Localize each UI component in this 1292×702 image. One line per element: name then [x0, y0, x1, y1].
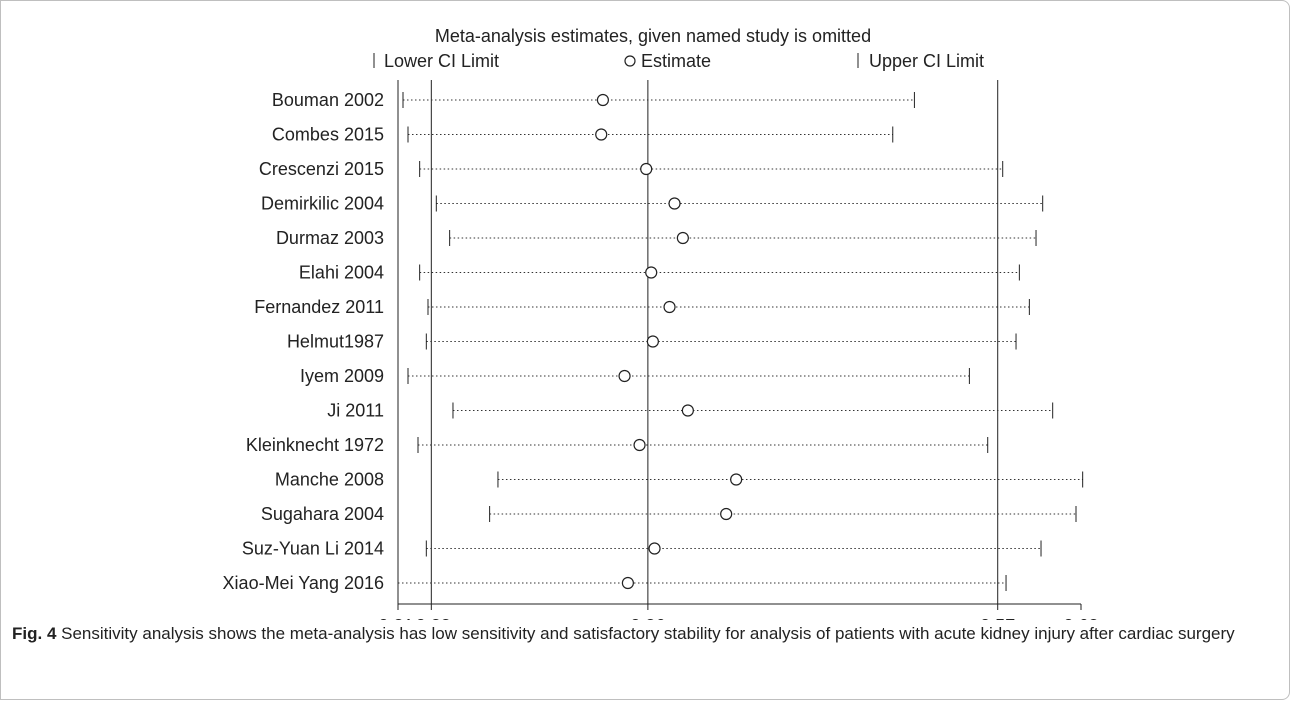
study-label: Elahi 2004	[299, 263, 384, 283]
caption-text: Sensitivity analysis shows the meta-anal…	[56, 624, 1235, 643]
study-label: Combes 2015	[272, 125, 384, 145]
study-label: Bouman 2002	[272, 90, 384, 110]
study-label: Fernandez 2011	[254, 297, 384, 317]
estimate-marker	[663, 300, 676, 314]
legend-estimate-marker	[624, 55, 636, 67]
estimate-marker	[645, 266, 658, 279]
legend: Lower CI Limit Estimate Upper CI Limit	[373, 51, 984, 71]
estimate-marker	[595, 128, 608, 141]
figure-caption: Fig. 4 Sensitivity analysis shows the me…	[12, 622, 1278, 646]
estimate-marker	[640, 162, 653, 176]
study-label: Manche 2008	[275, 470, 384, 490]
study-label: Kleinknecht 1972	[246, 435, 384, 455]
plot-area: 0.210.23 0.36 0.57 0.62 Bouman 2002 Combes 20…	[223, 80, 1099, 620]
sensitivity-chart: Meta-analysis estimates, given named stu…	[223, 26, 1099, 620]
x-tick-label: 0.62	[1063, 616, 1098, 620]
x-tick-label: 0.57	[980, 616, 1015, 620]
study-label: Sugahara 2004	[261, 504, 384, 524]
study-label: Ji 2011	[327, 401, 384, 421]
estimate-marker	[621, 576, 634, 590]
estimate-marker	[681, 404, 694, 417]
estimate-marker	[730, 473, 743, 486]
study-label: Iyem 2009	[300, 366, 384, 386]
study-label: Demirkilic 2004	[261, 194, 384, 214]
study-label: Crescenzi 2015	[259, 159, 384, 179]
caption-label: Fig. 4	[12, 624, 57, 643]
study-label: Suz-Yuan Li 2014	[242, 539, 384, 559]
x-tick-label: 0.21	[378, 616, 413, 620]
study-label: Xiao-Mei Yang 2016	[223, 573, 384, 593]
estimate-marker	[720, 507, 733, 521]
estimate-marker	[676, 231, 689, 245]
legend-estimate-label: Estimate	[641, 51, 711, 71]
legend-lower-label: Lower CI Limit	[384, 51, 499, 71]
estimate-marker	[646, 335, 659, 348]
x-tick-label: 0.23	[416, 616, 451, 620]
x-tick-label: 0.36	[630, 616, 665, 620]
estimate-marker	[618, 369, 631, 383]
estimate-marker	[668, 197, 681, 210]
estimate-marker	[633, 438, 646, 452]
estimate-marker	[648, 542, 661, 555]
estimate-marker	[596, 93, 610, 107]
chart-title: Meta-analysis estimates, given named stu…	[435, 26, 871, 46]
study-label: Helmut1987	[287, 332, 384, 352]
legend-upper-label: Upper CI Limit	[869, 51, 984, 71]
study-label: Durmaz 2003	[276, 228, 384, 248]
